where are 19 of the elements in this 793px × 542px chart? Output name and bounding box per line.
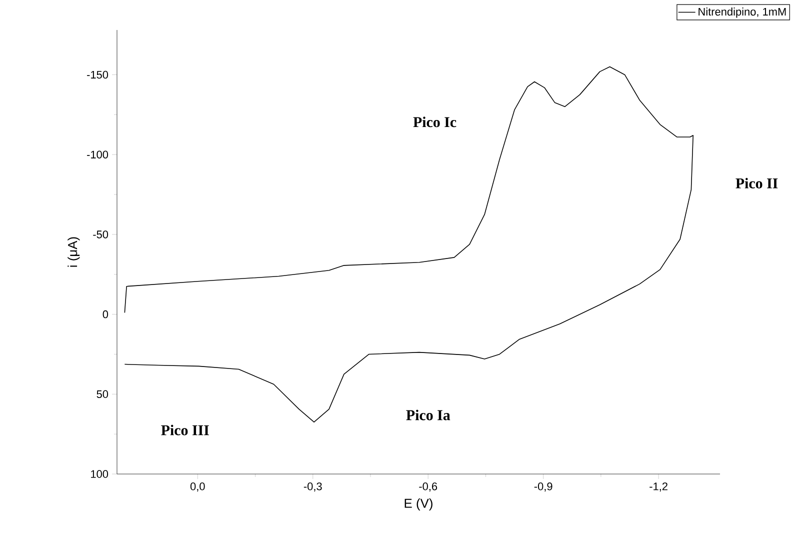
- x-tick-label: 0,0: [190, 482, 205, 492]
- x-tick-label: -0,9: [534, 482, 552, 492]
- y-tick-label: -150: [87, 70, 108, 79]
- legend-label: Nitrendipino, 1mM: [698, 8, 786, 18]
- y-tick-label: 50: [96, 390, 108, 398]
- annotation: Pico Ia: [406, 410, 450, 420]
- text: Pico II: [736, 178, 778, 188]
- annotation: Pico Ic: [413, 116, 456, 128]
- y-axis-title: i (μA): [68, 237, 80, 267]
- y-tick-label: -100: [87, 150, 108, 158]
- x-tick-label: -0,6: [419, 482, 438, 492]
- x-tick-label: -1,2: [650, 482, 668, 492]
- y-tick-label: 100: [91, 470, 108, 478]
- x-axis-title: E (V): [404, 498, 432, 510]
- x-tick-label: -0,3: [304, 482, 322, 492]
- line-series: [124, 66, 694, 422]
- annotation: Pico III: [161, 424, 209, 436]
- y-tick-label: 0: [102, 310, 108, 318]
- y-tick-label: -50: [93, 230, 108, 238]
